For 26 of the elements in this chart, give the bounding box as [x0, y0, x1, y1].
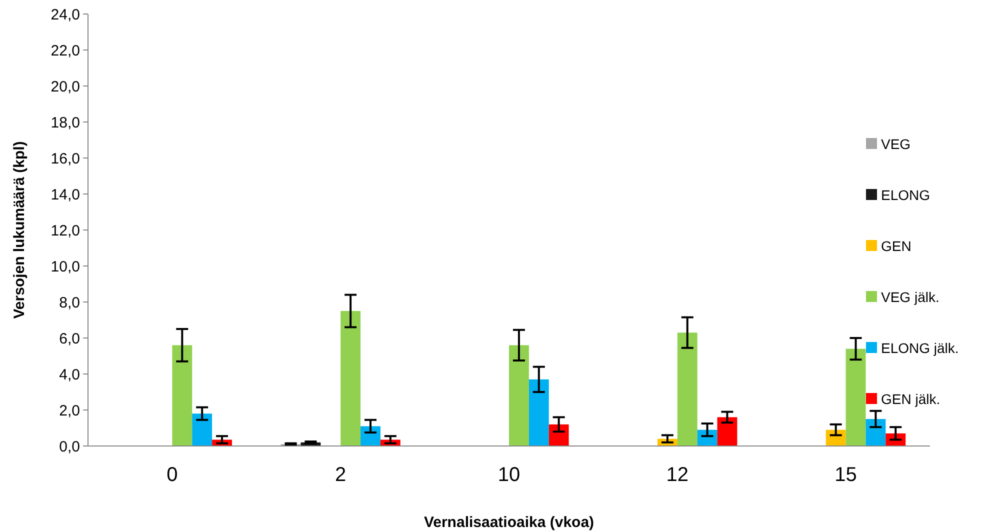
x-tick-label: 2 — [335, 464, 346, 486]
legend-label: VEG jälk. — [881, 288, 940, 305]
x-tick-label: 15 — [834, 464, 857, 486]
legend-label: ELONG — [881, 186, 930, 203]
y-tick-label: 12,0 — [50, 222, 80, 240]
y-tick-label: 0,0 — [59, 438, 80, 456]
y-tick-label: 20,0 — [50, 78, 80, 96]
y-tick-label: 6,0 — [59, 330, 80, 348]
y-tick-label: 24,0 — [50, 6, 80, 24]
x-tick-label: 0 — [166, 464, 178, 486]
y-tick-label: 22,0 — [50, 42, 80, 60]
y-tick-label: 2,0 — [59, 402, 80, 420]
legend-label: GEN — [881, 238, 912, 254]
x-tick-label: 10 — [498, 464, 520, 486]
y-tick-label: 4,0 — [59, 366, 80, 384]
x-axis-title: Vernalisaatioaika (vkoa) — [424, 514, 594, 531]
y-tick-label: 8,0 — [59, 294, 80, 312]
legend-label: VEG — [881, 136, 911, 152]
y-axis-title: Versojen lukumäärä (kpl) — [11, 141, 28, 319]
x-tick-label: 12 — [666, 464, 689, 486]
legend-label: ELONG jälk. — [881, 340, 959, 356]
legend-label: GEN jälk. — [881, 390, 940, 407]
y-tick-label: 18,0 — [50, 114, 80, 132]
y-tick-label: 16,0 — [50, 150, 80, 168]
y-tick-label: 14,0 — [50, 186, 80, 204]
y-tick-label: 10,0 — [50, 258, 80, 276]
